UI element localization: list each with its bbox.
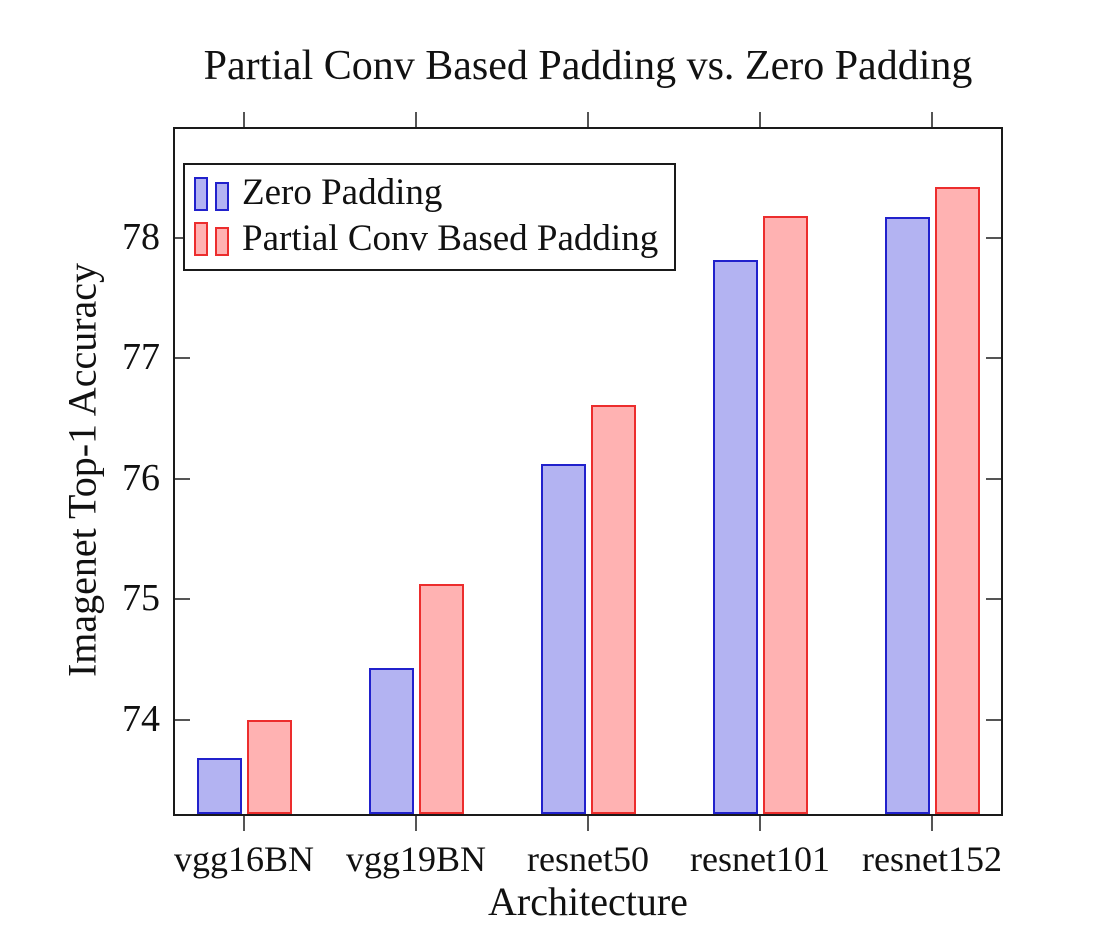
legend-bar-swatch-icon — [194, 176, 229, 211]
x-tick-mark-bottom — [931, 816, 933, 831]
y-tick-mark-right — [986, 718, 1001, 721]
x-category-label: resnet50 — [527, 839, 649, 879]
x-category-label: vgg16BN — [173, 839, 315, 879]
legend-item: Partial Conv Based Padding — [194, 218, 658, 261]
bar-partial-conv-based-padding-resnet152 — [934, 187, 980, 814]
legend-bar-swatch-icon — [194, 222, 229, 257]
y-tick-label: 75 — [122, 577, 160, 620]
y-tick-mark-right — [986, 598, 1001, 601]
x-tick-mark-bottom — [759, 816, 761, 831]
bar-partial-conv-based-padding-vgg16BN — [246, 719, 292, 814]
bar-partial-conv-based-padding-resnet50 — [590, 405, 636, 814]
bar-zero-padding-resnet152 — [884, 217, 930, 814]
x-tick-mark-top — [415, 112, 417, 127]
legend-swatch-bar-icon — [215, 181, 229, 211]
x-axis-title: Architecture — [488, 879, 688, 924]
x-category-label: resnet101 — [690, 839, 830, 879]
bar-zero-padding-vgg16BN — [196, 758, 242, 814]
y-tick-mark-left — [175, 477, 190, 480]
y-tick-mark-left — [175, 236, 190, 239]
y-tick-label: 77 — [122, 336, 160, 379]
x-tick-mark-top — [587, 112, 589, 127]
legend-label: Partial Conv Based Padding — [242, 217, 659, 259]
bar-zero-padding-resnet101 — [712, 259, 758, 814]
bar-zero-padding-vgg19BN — [368, 667, 414, 814]
y-tick-mark-left — [175, 357, 190, 360]
legend-swatch-bar-icon — [194, 222, 208, 257]
legend-swatch-bar-icon — [194, 176, 208, 211]
y-tick-mark-left — [175, 718, 190, 721]
x-tick-mark-bottom — [243, 816, 245, 831]
y-tick-mark-left — [175, 598, 190, 601]
x-category-label: vgg19BN — [345, 839, 487, 879]
legend-label: Zero Padding — [242, 172, 443, 213]
legend: Zero Padding Partial Conv Based Padding — [183, 163, 677, 272]
bar-zero-padding-resnet50 — [540, 464, 586, 814]
y-tick-mark-right — [986, 357, 1001, 360]
x-tick-mark-top — [759, 112, 761, 127]
legend-swatch-bar-icon — [215, 227, 229, 257]
y-tick-label: 76 — [122, 456, 160, 499]
x-category-label: resnet152 — [862, 839, 1002, 879]
legend-item: Zero Padding — [194, 172, 658, 215]
y-tick-label: 78 — [122, 215, 160, 258]
x-tick-mark-bottom — [587, 816, 589, 831]
y-tick-mark-right — [986, 477, 1001, 480]
x-tick-mark-top — [931, 112, 933, 127]
y-tick-mark-right — [986, 236, 1001, 239]
bar-partial-conv-based-padding-resnet101 — [762, 216, 808, 814]
chart-title: Partial Conv Based Padding vs. Zero Padd… — [203, 43, 973, 89]
y-tick-label: 74 — [122, 697, 160, 740]
bar-partial-conv-based-padding-vgg19BN — [418, 583, 464, 814]
x-tick-mark-bottom — [415, 816, 417, 831]
plot-area — [173, 127, 1003, 816]
x-tick-mark-top — [243, 112, 245, 127]
